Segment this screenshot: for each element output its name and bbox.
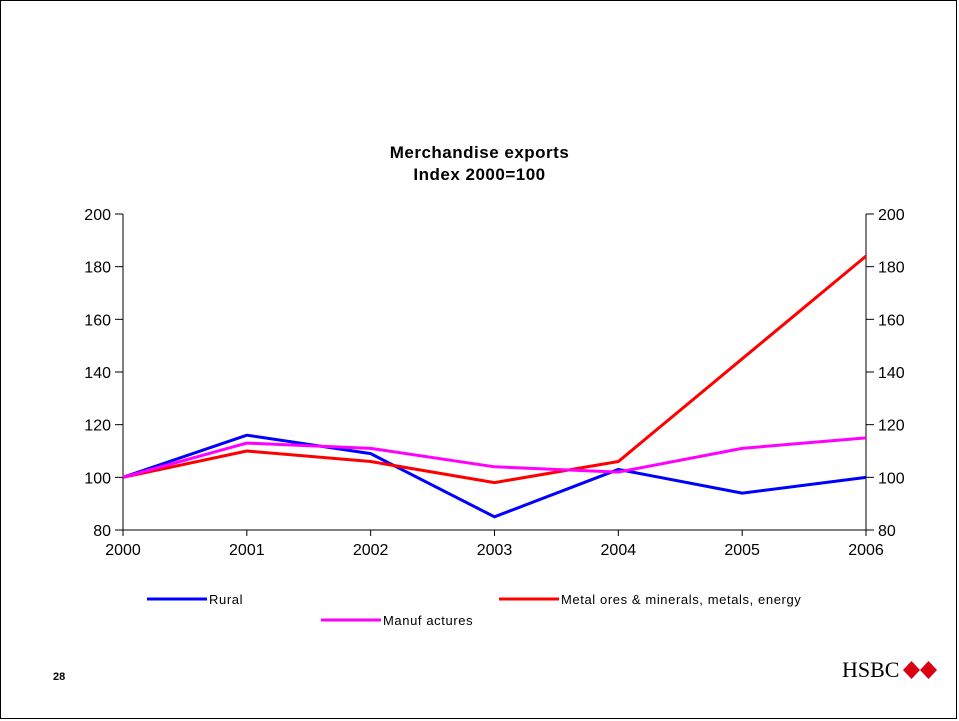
x-tick-label: 2005 [724, 542, 760, 559]
y-tick-label-left: 180 [84, 260, 111, 277]
series-line [122, 436, 867, 479]
y-tick-label-right: 80 [878, 523, 896, 540]
series-line [122, 433, 867, 519]
y-tick-label-right: 120 [878, 418, 905, 435]
y-tick-label-left: 80 [93, 523, 111, 540]
legend-label: Rural [209, 592, 243, 607]
y-tick-label-left: 120 [84, 418, 111, 435]
slide-number: 28 [53, 671, 66, 683]
x-tick-label: 2006 [848, 542, 884, 559]
legend-label: Manuf actures [383, 613, 473, 628]
y-tick-label-right: 200 [878, 207, 905, 224]
x-tick-label: 2001 [229, 542, 265, 559]
chart-subtitle: Index 2000=100 [413, 165, 546, 184]
y-tick-label-left: 140 [84, 365, 111, 382]
x-tick-label: 2004 [601, 542, 637, 559]
y-tick-label-right: 180 [878, 260, 905, 277]
hsbc-logo: HSBC [842, 657, 938, 682]
series-line [122, 254, 867, 485]
y-tick-label-left: 160 [84, 312, 111, 329]
y-tick-label-left: 200 [84, 207, 111, 224]
legend-label: Metal ores & minerals, metals, energy [561, 592, 801, 607]
logo-text: HSBC [842, 657, 900, 682]
hsbc-hexagon-icon [903, 661, 938, 679]
chart-title: Merchandise exports [389, 143, 570, 162]
x-tick-label: 2000 [105, 542, 141, 559]
y-tick-label-left: 100 [84, 470, 111, 487]
y-tick-label-right: 160 [878, 312, 905, 329]
x-tick-label: 2002 [353, 542, 389, 559]
y-tick-label-right: 100 [878, 470, 905, 487]
x-tick-label: 2003 [477, 542, 513, 559]
y-tick-label-right: 140 [878, 365, 905, 382]
